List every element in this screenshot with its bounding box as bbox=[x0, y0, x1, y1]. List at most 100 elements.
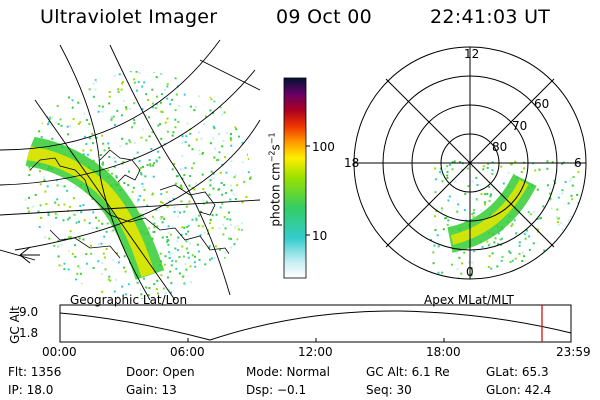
emission-pixel bbox=[247, 233, 249, 236]
emission-pixel bbox=[128, 139, 131, 142]
emission-pixel bbox=[229, 184, 232, 187]
emission-pixel bbox=[434, 229, 437, 231]
emission-pixel bbox=[166, 130, 169, 133]
status-mode: Mode: Normal bbox=[246, 365, 330, 379]
emission-pixel bbox=[145, 114, 147, 117]
emission-pixel bbox=[236, 225, 239, 228]
emission-pixel bbox=[549, 187, 552, 190]
emission-pixel bbox=[156, 225, 159, 228]
emission-pixel bbox=[513, 219, 516, 222]
emission-pixel bbox=[138, 72, 141, 74]
emission-pixel bbox=[562, 255, 565, 258]
emission-pixel bbox=[44, 190, 47, 193]
emission-pixel bbox=[250, 152, 252, 155]
emission-pixel bbox=[213, 156, 216, 159]
emission-pixel bbox=[46, 258, 48, 261]
emission-pixel bbox=[199, 234, 202, 237]
emission-pixel bbox=[239, 71, 242, 73]
emission-pixel bbox=[230, 139, 233, 142]
emission-pixel bbox=[151, 131, 154, 134]
emission-pixel bbox=[34, 193, 37, 196]
emission-pixel bbox=[62, 219, 65, 222]
polar-mlt-plot bbox=[353, 46, 587, 280]
emission-pixel bbox=[171, 252, 174, 255]
emission-pixel bbox=[215, 79, 218, 82]
emission-pixel bbox=[149, 164, 152, 167]
emission-pixel bbox=[557, 217, 560, 220]
emission-pixel bbox=[24, 161, 25, 164]
emission-pixel bbox=[441, 180, 444, 183]
emission-pixel bbox=[460, 272, 463, 275]
emission-pixel bbox=[234, 174, 237, 177]
emission-pixel bbox=[482, 165, 485, 168]
emission-pixel bbox=[204, 115, 207, 118]
emission-pixel bbox=[25, 283, 28, 286]
emission-pixel bbox=[59, 118, 62, 121]
emission-pixel bbox=[512, 172, 515, 175]
emission-pixel bbox=[209, 96, 212, 99]
emission-pixel bbox=[165, 236, 168, 238]
emission-pixel bbox=[555, 216, 558, 219]
emission-pixel bbox=[577, 171, 580, 174]
emission-pixel bbox=[133, 81, 136, 84]
emission-pixel bbox=[456, 210, 459, 213]
emission-pixel bbox=[529, 213, 532, 216]
emission-pixel bbox=[253, 207, 255, 209]
emission-pixel bbox=[241, 290, 244, 293]
emission-pixel bbox=[37, 247, 40, 250]
emission-pixel bbox=[189, 265, 192, 268]
emission-pixel bbox=[251, 155, 252, 158]
emission-pixel bbox=[147, 99, 150, 101]
emission-pixel bbox=[496, 265, 499, 268]
emission-pixel bbox=[185, 135, 188, 138]
emission-pixel bbox=[497, 232, 500, 235]
emission-pixel bbox=[139, 195, 141, 197]
emission-pixel bbox=[251, 95, 252, 98]
emission-pixel bbox=[183, 282, 186, 285]
emission-pixel bbox=[250, 264, 252, 267]
emission-pixel bbox=[101, 163, 104, 165]
emission-pixel bbox=[53, 271, 56, 273]
mlt-label-12: 12 bbox=[464, 47, 480, 61]
emission-pixel bbox=[127, 283, 130, 286]
emission-pixel bbox=[491, 252, 494, 255]
emission-pixel bbox=[470, 267, 473, 270]
emission-pixel bbox=[33, 132, 36, 135]
emission-pixel bbox=[164, 292, 167, 294]
emission-pixel bbox=[110, 117, 113, 120]
emission-pixel bbox=[561, 192, 564, 195]
emission-pixel bbox=[557, 223, 560, 226]
emission-pixel bbox=[192, 162, 195, 165]
emission-pixel bbox=[63, 203, 66, 206]
emission-pixel bbox=[152, 215, 154, 218]
emission-pixel bbox=[446, 171, 449, 173]
emission-pixel bbox=[514, 257, 517, 260]
emission-pixel bbox=[224, 257, 227, 260]
emission-pixel bbox=[443, 167, 446, 170]
emission-pixel bbox=[63, 79, 66, 81]
emission-pixel bbox=[143, 81, 146, 84]
emission-pixel bbox=[57, 240, 60, 242]
emission-pixel bbox=[505, 275, 508, 278]
emission-pixel bbox=[466, 167, 469, 170]
emission-pixel bbox=[551, 161, 554, 164]
emission-pixel bbox=[234, 75, 237, 78]
emission-pixel bbox=[564, 181, 567, 183]
emission-pixel bbox=[85, 262, 88, 265]
emission-pixel bbox=[486, 166, 489, 169]
emission-pixel bbox=[168, 256, 171, 259]
emission-pixel bbox=[521, 260, 524, 262]
emission-pixel bbox=[88, 222, 91, 225]
emission-pixel bbox=[152, 231, 155, 233]
emission-pixel bbox=[40, 94, 43, 97]
emission-pixel bbox=[39, 250, 42, 253]
emission-pixel bbox=[91, 132, 94, 135]
emission-pixel bbox=[241, 222, 244, 225]
emission-pixel bbox=[40, 217, 43, 219]
emission-pixel bbox=[208, 246, 211, 249]
emission-pixel bbox=[60, 124, 63, 127]
emission-pixel bbox=[436, 234, 439, 237]
emission-pixel bbox=[189, 295, 192, 298]
emission-pixel bbox=[153, 217, 156, 220]
emission-pixel bbox=[189, 105, 192, 108]
